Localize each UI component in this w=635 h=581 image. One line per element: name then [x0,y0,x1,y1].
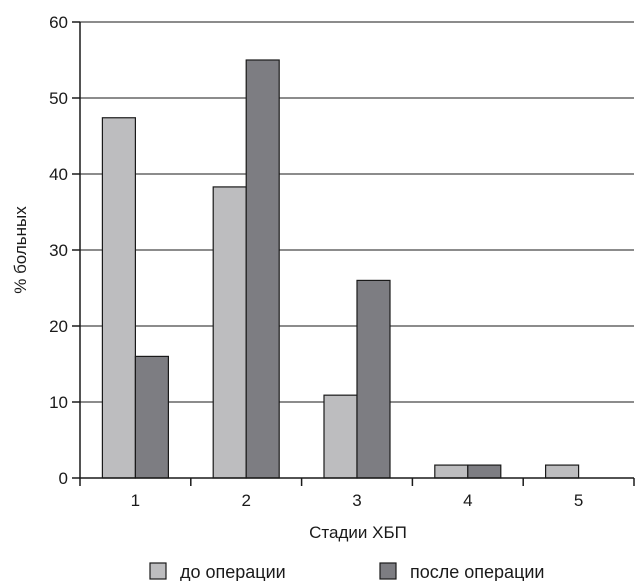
y-tick-label: 60 [49,13,68,32]
bar-series1-cat1 [101,117,137,479]
y-tick-label: 20 [49,317,68,336]
legend-swatch [149,562,167,580]
y-tick-label: 10 [49,393,68,412]
bar-series1-cat5 [544,464,580,479]
grid-lines [80,21,634,403]
legend-label: до операции [180,562,286,581]
y-tick-label: 0 [59,469,68,488]
bar-series1-cat3 [323,394,358,479]
bar-series2-cat1 [134,355,169,479]
bar-series1-cat2 [212,186,247,479]
y-tick-label: 40 [49,165,68,184]
y-axis-ticks: 0 10 20 30 40 50 60 [49,13,80,488]
x-tick-label: 2 [241,491,250,510]
bar-series2-cat2 [245,59,280,479]
y-tick-label: 30 [49,241,68,260]
legend: до операции после операции [149,562,544,581]
y-axis-title: % больных [11,206,30,294]
x-tick-label: 3 [352,491,361,510]
bar-series2-cat4 [467,464,502,479]
bars [101,59,580,479]
x-tick-label: 4 [463,491,472,510]
x-axis-ticks: 1 2 3 4 5 [79,478,635,510]
legend-swatch [379,562,397,580]
x-tick-label: 1 [131,491,140,510]
bar-series1-cat4 [434,464,469,479]
x-tick-label: 5 [574,491,583,510]
bar-series2-cat3 [356,279,391,479]
y-tick-label: 50 [49,89,68,108]
legend-label: после операции [410,562,544,581]
x-axis-title: Стадии ХБП [309,523,407,542]
